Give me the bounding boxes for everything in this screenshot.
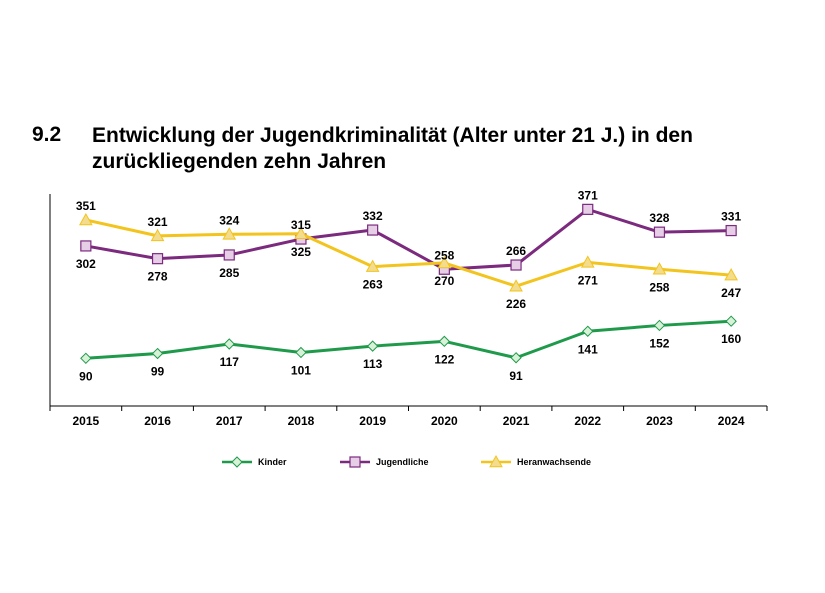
x-tick-label: 2023 [646,414,673,428]
data-label: 331 [721,210,741,224]
data-point [437,255,452,269]
data-point [223,338,235,350]
data-label: 351 [76,199,96,213]
data-point [582,325,594,337]
data-point [366,340,379,352]
x-tick-label: 2021 [503,414,530,428]
data-label: 141 [578,342,598,356]
data-point [653,226,666,238]
data-point [724,268,738,281]
data-point [80,240,92,252]
data-label: 247 [721,286,741,300]
x-tick-label: 2015 [72,414,99,428]
legend-marker [349,456,361,468]
legend-label: Heranwachsende [517,457,591,467]
data-point [80,352,92,365]
data-label: 332 [363,209,383,223]
data-label: 91 [509,369,523,383]
section-title: Entwicklung der Jugendkriminalität (Alte… [92,124,693,173]
data-point [580,255,595,268]
data-point [509,279,523,292]
series-line-kinder [85,319,732,360]
data-point [725,315,737,327]
data-point [294,226,308,240]
x-tick-label: 2017 [216,414,243,428]
data-label: 270 [434,274,454,288]
data-label: 263 [363,278,383,292]
data-label: 302 [76,257,96,271]
data-label: 90 [79,369,93,383]
data-point [223,249,235,261]
series-line-heranwachsende [85,218,732,288]
data-point [510,259,522,271]
data-label: 266 [506,244,526,258]
section-number: 9.2 [32,123,62,146]
data-label: 226 [506,297,526,311]
data-label: 152 [649,336,669,350]
data-label: 321 [148,215,168,229]
data-point [365,259,380,272]
data-label: 117 [220,355,240,369]
data-point [222,227,237,240]
data-label: 285 [219,266,239,280]
x-tick-label: 2018 [288,414,315,428]
data-label: 324 [219,213,239,227]
data-label: 371 [578,188,598,202]
legend-label: Kinder [258,457,287,467]
data-label: 99 [151,365,165,379]
data-label: 315 [291,218,311,232]
data-label: 113 [363,357,383,371]
x-tick-label: 2022 [574,414,601,428]
data-label: 122 [434,352,454,366]
data-point [79,212,93,226]
x-tick-label: 2024 [718,414,745,428]
data-label: 160 [721,332,741,346]
data-point [725,224,737,237]
series-line-jugendliche [85,207,732,271]
data-point [582,203,594,215]
data-label: 258 [649,280,669,294]
x-tick-label: 2019 [359,414,386,428]
legend-marker [489,454,503,468]
data-point [295,346,307,359]
data-label: 258 [434,248,454,262]
data-point [151,253,164,265]
data-label: 101 [291,363,311,377]
data-label: 325 [291,245,311,259]
legend-label: Jugendliche [376,457,429,467]
x-tick-label: 2016 [144,414,171,428]
data-point [510,352,522,364]
legend-marker [231,456,243,468]
data-point [151,347,164,360]
data-point [653,319,666,332]
data-point [150,228,165,242]
data-label: 328 [649,211,669,225]
data-label: 271 [578,273,598,287]
data-point [438,335,451,348]
data-point [652,262,667,275]
data-point [367,224,379,236]
data-label: 278 [148,270,168,284]
x-tick-label: 2020 [431,414,458,428]
